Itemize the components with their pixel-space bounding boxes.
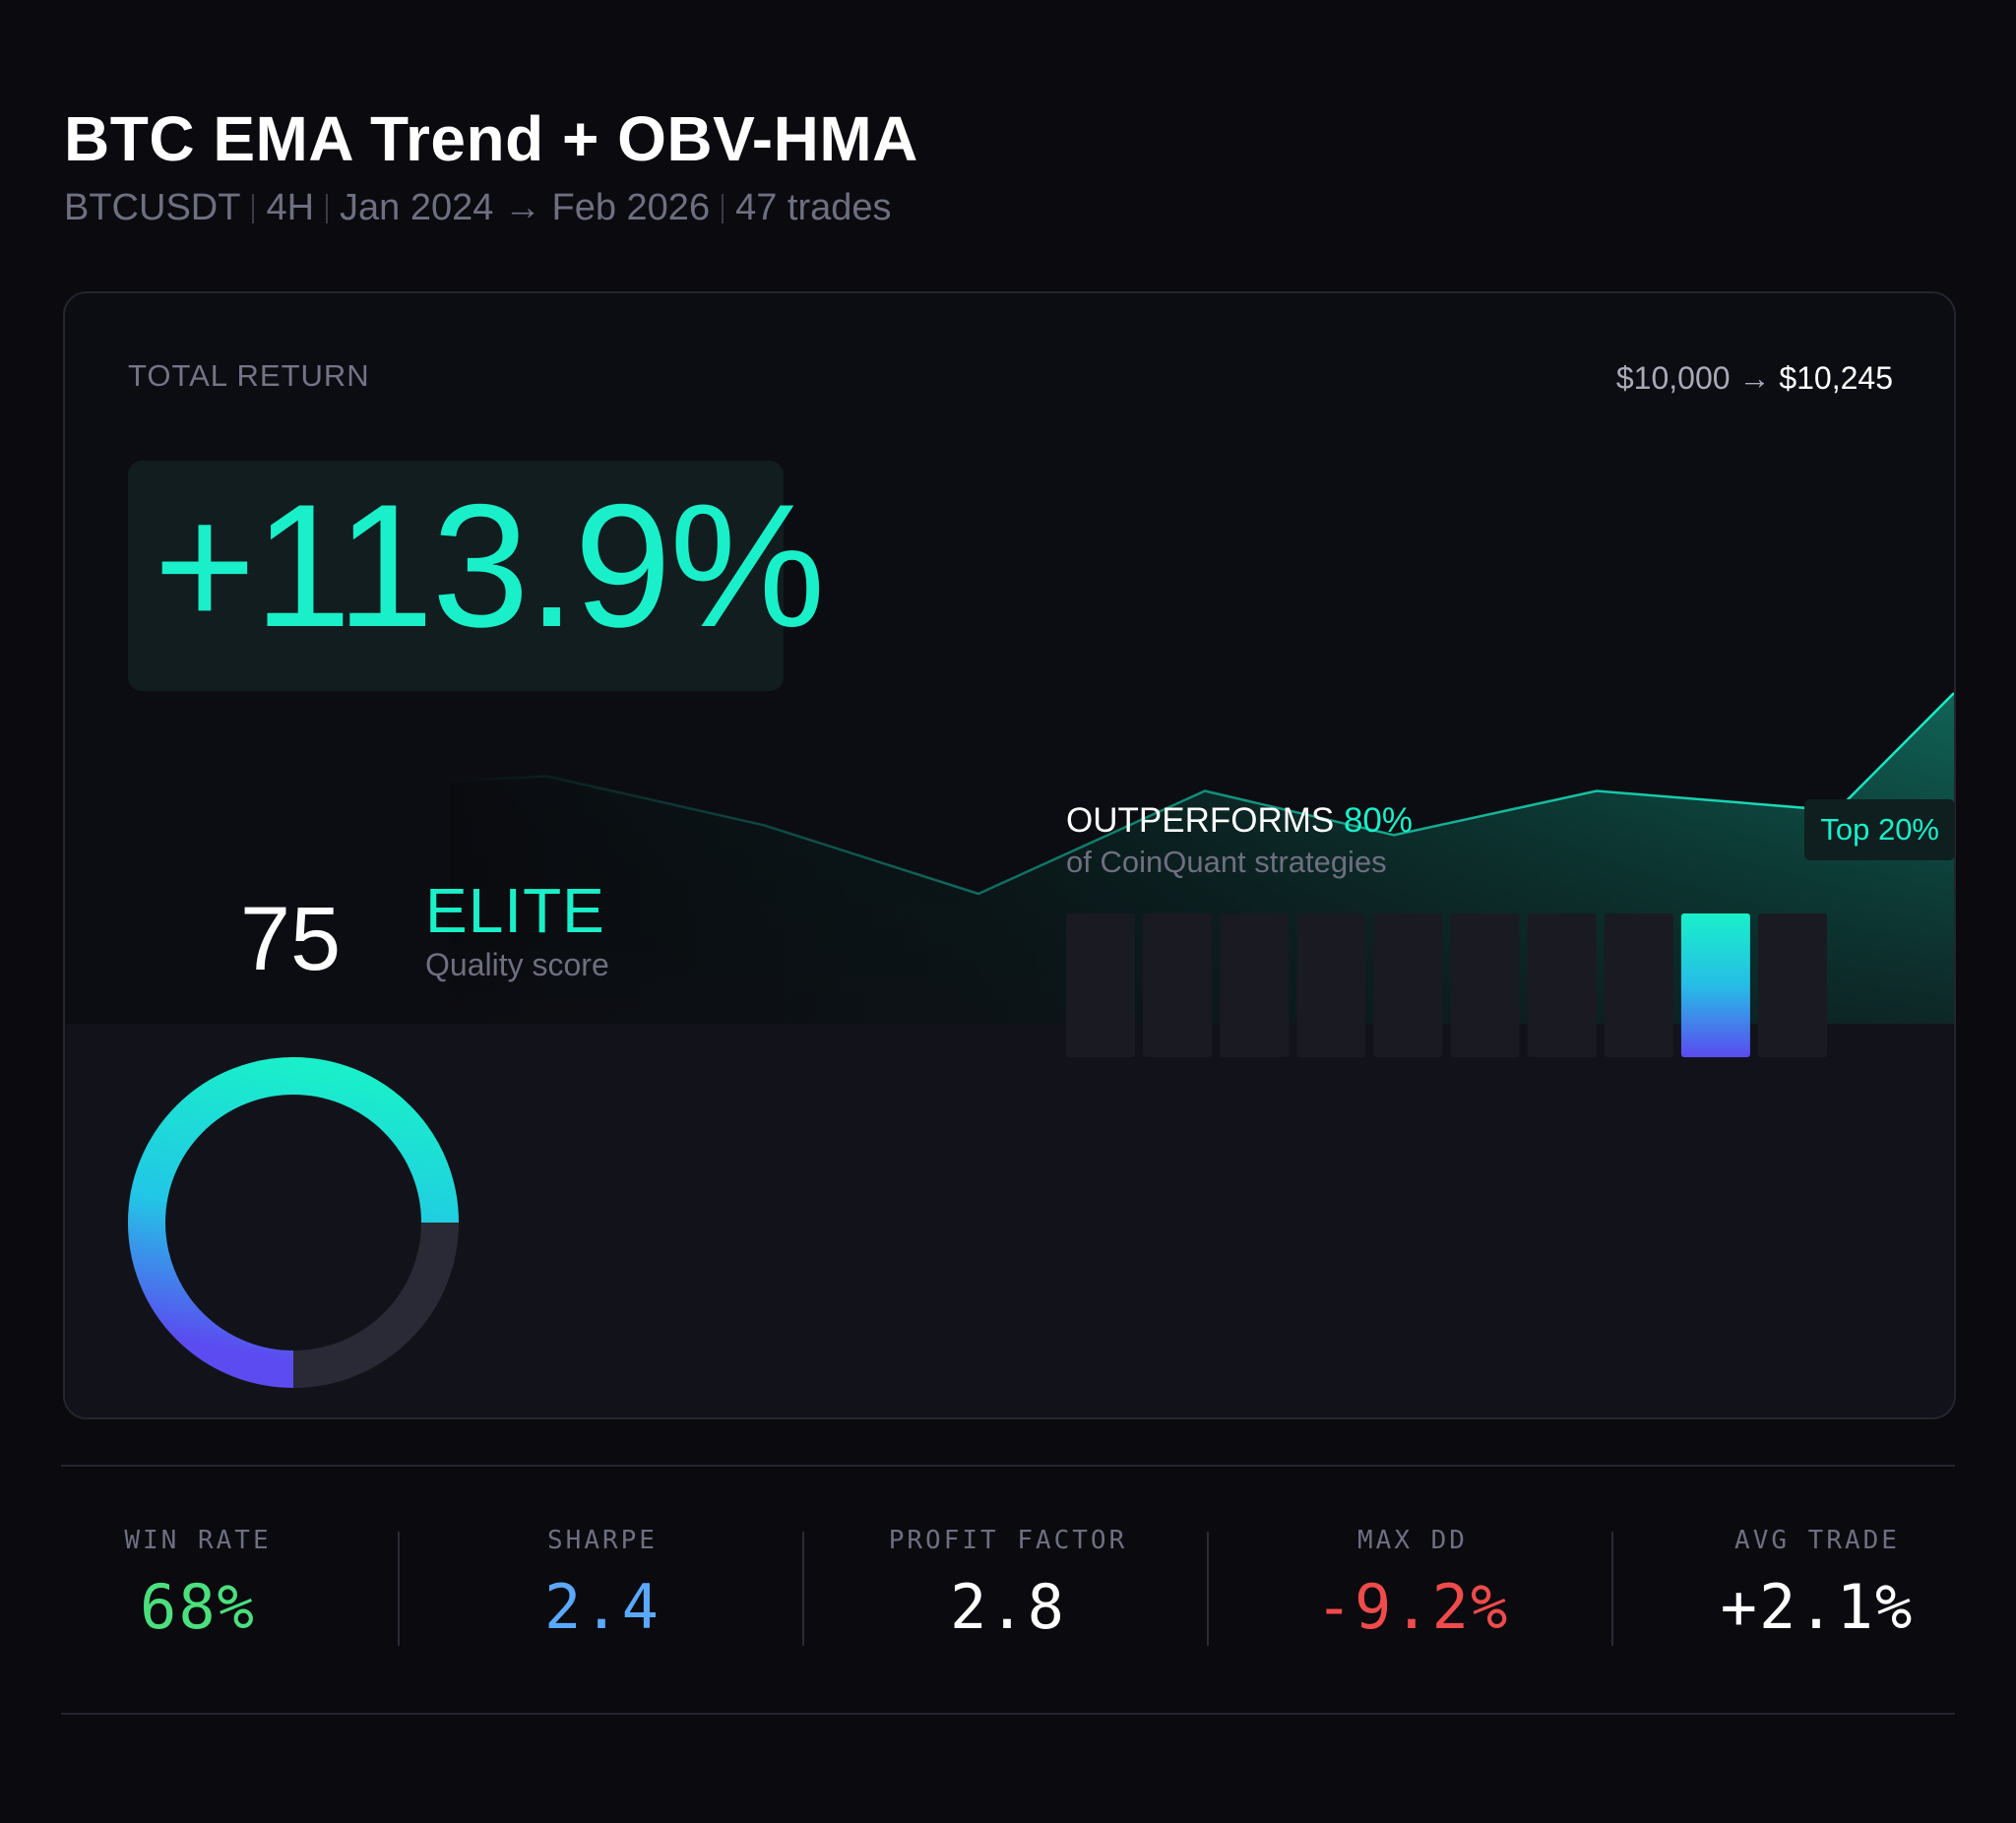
metric-win-rate: WIN RATE 68%	[50, 1526, 346, 1643]
performance-card: TOTAL RETURN $10,000 → $10,245 +113.9%	[63, 291, 1956, 1419]
outperforms-percent: 80%	[1343, 801, 1414, 840]
metric-max-dd: MAX DD -9.2%	[1265, 1526, 1560, 1643]
percentile-bar	[1296, 913, 1366, 1057]
subtitle-divider	[722, 193, 724, 223]
percentile-bar-highlight	[1680, 913, 1750, 1057]
strategy-subtitle: BTCUSDT 4H Jan 2024 → Feb 2026 47 trades	[64, 187, 892, 229]
percentile-bar	[1450, 913, 1520, 1057]
percentile-bar	[1373, 913, 1443, 1057]
percentile-bar	[1604, 913, 1673, 1057]
metric-divider	[1207, 1532, 1209, 1646]
metric-value: 2.8	[950, 1571, 1066, 1643]
metric-divider	[802, 1532, 804, 1646]
total-return-label: TOTAL RETURN	[128, 358, 370, 393]
percentile-bar	[1527, 913, 1597, 1057]
metric-label: MAX DD	[1357, 1526, 1468, 1555]
metric-label: WIN RATE	[124, 1526, 272, 1555]
percentile-bar	[1758, 913, 1827, 1057]
balance-change: $10,000 → $10,245	[1616, 360, 1893, 397]
total-return-box: +113.9%	[128, 461, 825, 691]
subtitle-divider	[252, 193, 255, 223]
start-balance: $10,000 →	[1615, 360, 1771, 396]
metric-divider	[398, 1532, 400, 1646]
outperforms-heading: OUTPERFORMS 80%	[1066, 801, 1413, 841]
trade-count-label: 47 trades	[735, 187, 892, 228]
percentile-bar	[1143, 913, 1213, 1057]
metric-avg-trade: AVG TRADE +2.1%	[1670, 1526, 1965, 1643]
end-balance: $10,245	[1779, 360, 1893, 396]
total-return-value: +113.9%	[154, 468, 825, 663]
metric-divider	[1611, 1532, 1613, 1646]
quality-score-value: 75	[239, 889, 342, 989]
percentile-bar	[1066, 913, 1135, 1057]
metric-value: -9.2%	[1315, 1571, 1510, 1643]
percentile-bar	[1220, 913, 1290, 1057]
symbol-label: BTCUSDT	[64, 187, 241, 228]
metric-label: SHARPE	[547, 1526, 658, 1555]
metric-profit-factor: PROFIT FACTOR 2.8	[860, 1526, 1156, 1643]
gauge-progress	[128, 1057, 459, 1388]
metric-value: 2.4	[544, 1571, 661, 1643]
top-percent-badge: Top 20%	[1804, 799, 1955, 860]
metric-label: PROFIT FACTOR	[888, 1526, 1128, 1555]
timeframe-label: 4H	[266, 187, 315, 228]
outperforms-label: OUTPERFORMS	[1066, 801, 1335, 840]
quality-tier: ELITE	[425, 875, 605, 946]
metrics-top-divider	[61, 1465, 1955, 1467]
strategy-title: BTC EMA Trend + OBV-HMA	[64, 103, 918, 174]
metric-value: +2.1%	[1720, 1571, 1915, 1643]
percentile-distribution	[1066, 913, 1827, 1057]
date-range-label: Jan 2024 → Feb 2026	[340, 187, 711, 228]
equity-line	[448, 692, 1954, 896]
metrics-bottom-divider	[61, 1713, 1955, 1715]
quality-score-gauge	[128, 1057, 459, 1388]
subtitle-divider	[326, 193, 329, 223]
metric-sharpe: SHARPE 2.4	[455, 1526, 750, 1643]
quality-score-label: Quality score	[425, 947, 609, 982]
metric-label: AVG TRADE	[1734, 1526, 1900, 1555]
outperforms-caption: of CoinQuant strategies	[1066, 845, 1387, 879]
metric-value: 68%	[140, 1571, 256, 1643]
